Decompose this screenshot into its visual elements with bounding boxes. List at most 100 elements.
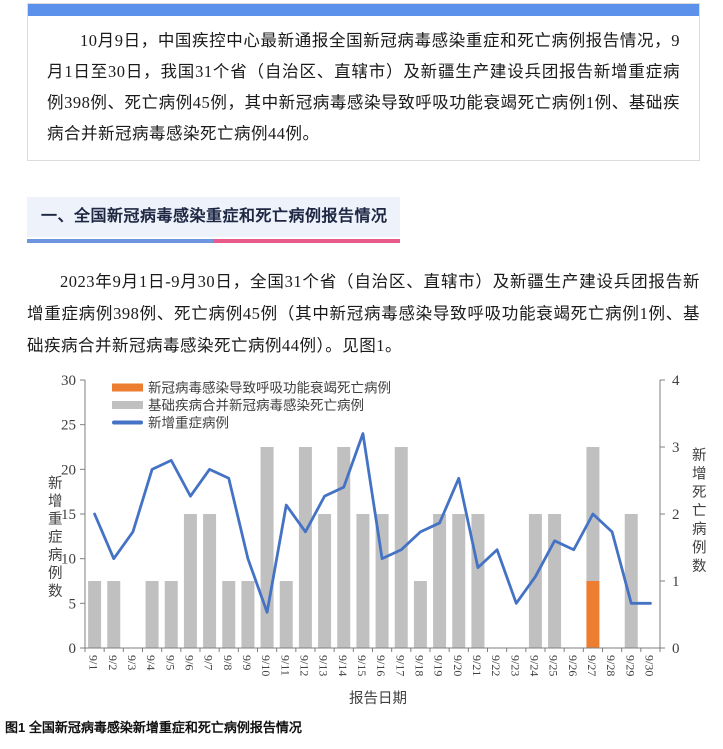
underline-pink-segment [213,239,400,243]
bar-underlying-disease-death [413,581,427,648]
svg-text:9/23: 9/23 [508,655,522,676]
bar-underlying-disease-death [107,581,121,648]
svg-text:1: 1 [672,574,680,590]
svg-text:25: 25 [61,418,76,434]
svg-text:9/16: 9/16 [374,655,388,676]
svg-text:例: 例 [692,540,707,557]
legend-label: 新冠病毒感染导致呼吸功能衰竭死亡病例 [148,380,391,396]
legend-label: 新增重症病例 [148,416,229,431]
svg-text:9/6: 9/6 [182,655,196,670]
x-axis-title: 报告日期 [349,690,407,707]
bar-underlying-disease-death [145,581,159,648]
bar-underlying-disease-death [433,514,447,648]
legend-swatch [112,383,143,392]
svg-text:病: 病 [48,547,63,564]
body-paragraph: 2023年9月1日-9月30日，全国31个省（自治区、直辖市）及新疆生产建设兵团… [27,272,700,355]
svg-text:例: 例 [48,565,63,582]
axes [80,379,665,652]
svg-text:9/26: 9/26 [566,655,580,676]
bar-underlying-disease-death [298,447,312,648]
bar-underlying-disease-death [164,581,178,648]
svg-text:9/7: 9/7 [202,655,216,670]
svg-text:9/12: 9/12 [297,655,311,676]
svg-text:9/24: 9/24 [527,655,541,676]
svg-text:9/11: 9/11 [278,655,292,676]
severe-cases-line [93,432,652,614]
legend-label: 基础疾病合并新冠病毒感染死亡病例 [148,397,364,413]
svg-text:9/9: 9/9 [240,655,254,670]
svg-text:9/14: 9/14 [336,655,350,676]
svg-text:0: 0 [672,641,680,657]
bar-underlying-disease-death [528,514,542,648]
bar-underlying-disease-death [337,447,351,648]
section-header: 一、全国新冠病毒感染重症和死亡病例报告情况 [27,197,400,243]
bar-underlying-disease-death [88,581,102,648]
svg-text:9/13: 9/13 [317,655,331,676]
bar-underlying-disease-death [471,514,485,648]
svg-text:增: 增 [48,493,63,510]
svg-text:症: 症 [48,529,63,546]
svg-text:数: 数 [48,583,63,600]
legend-swatch [112,420,143,425]
svg-text:9/20: 9/20 [451,655,465,676]
bar-underlying-disease-death [394,447,408,648]
bar-underlying-disease-death [548,514,562,648]
svg-text:9/25: 9/25 [547,655,561,676]
combo-chart-svg: 0 5 10 15 20 25 30 0 1 2 3 4 9/1 9/2 9/3 9/4 9/5 9/6 9/7 9/… [48,373,707,707]
svg-text:数: 数 [692,558,707,575]
section-title: 一、全国新冠病毒感染重症和死亡病例报告情况 [27,197,400,237]
svg-text:9/1: 9/1 [87,655,101,670]
svg-text:重: 重 [48,511,63,528]
bar-underlying-disease-death [318,514,332,648]
bar-resp-failure-death [586,581,600,648]
section-underline [27,239,400,243]
svg-text:9/22: 9/22 [489,655,503,676]
svg-text:9/21: 9/21 [470,655,484,676]
svg-text:30: 30 [61,373,76,389]
svg-text:0: 0 [69,641,77,657]
svg-text:9/19: 9/19 [432,655,446,676]
svg-text:死: 死 [692,485,707,501]
intro-paragraph: 10月9日，中国疾控中心最新通报全国新冠病毒感染重症和死亡病例报告情况，9月1日… [47,31,680,143]
svg-text:3: 3 [672,440,680,456]
svg-text:9/3: 9/3 [125,655,139,670]
svg-text:9/5: 9/5 [163,655,177,670]
underline-blue-segment [27,239,214,243]
svg-text:20: 20 [61,462,76,478]
svg-text:9/18: 9/18 [412,655,426,676]
svg-text:病: 病 [692,521,707,538]
bar-underlying-disease-death [183,514,197,648]
bar-underlying-disease-death [452,514,466,648]
bar-underlying-disease-death [260,447,274,648]
bar-underlying-disease-death [624,514,638,648]
svg-text:新: 新 [48,475,63,492]
svg-text:9/8: 9/8 [221,655,235,670]
svg-text:新: 新 [692,447,707,464]
svg-text:15: 15 [61,507,76,523]
death-bars [88,447,638,648]
svg-text:2: 2 [672,507,680,523]
svg-text:9/29: 9/29 [623,655,637,676]
svg-text:增: 增 [692,466,707,483]
svg-text:9/30: 9/30 [642,655,656,676]
svg-text:9/4: 9/4 [144,655,158,670]
svg-text:9/17: 9/17 [393,655,407,676]
bar-underlying-disease-death [375,514,389,648]
bar-underlying-disease-death [203,514,217,648]
svg-text:9/15: 9/15 [355,655,369,676]
svg-text:亡: 亡 [692,503,707,520]
intro-card: 10月9日，中国疾控中心最新通报全国新冠病毒感染重症和死亡病例报告情况，9月1日… [27,3,700,161]
tick-labels: 0 5 10 15 20 25 30 0 1 2 3 4 9/1 9/2 9/3 9/4 9/5 9/6 9/7 9/… [61,373,680,676]
accent-bar [28,4,699,16]
figure-caption: 图1 全国新冠病毒感染新增重症和死亡病例报告情况 [5,720,302,735]
svg-text:9/28: 9/28 [604,655,618,676]
bar-underlying-disease-death [356,514,370,648]
bar-underlying-disease-death [222,581,236,648]
svg-text:10: 10 [61,552,76,568]
bar-underlying-disease-death [241,581,255,648]
legend-swatch [112,401,143,409]
svg-text:9/10: 9/10 [259,655,273,676]
